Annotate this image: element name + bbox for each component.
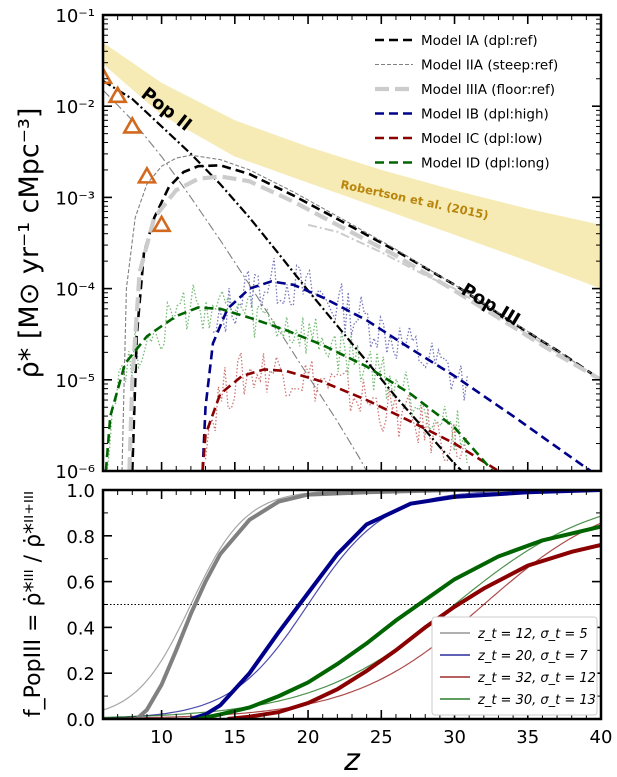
popIII-curve-IB xyxy=(201,280,592,471)
sim-curve-IC xyxy=(204,352,468,462)
legend-label: Model IIIA (floor:ref) xyxy=(421,82,555,98)
y-tick-label: 0.0 xyxy=(66,710,95,731)
thick-fraction-curve xyxy=(190,490,601,719)
popIII-curve-IIIA xyxy=(127,174,601,471)
annotation-pop-iii: Pop III xyxy=(457,279,523,330)
y-tick-label: 10⁻¹ xyxy=(55,6,95,27)
observation-marker xyxy=(107,85,128,104)
popII-line-IA xyxy=(103,79,463,471)
sim-curve-IB xyxy=(212,257,469,401)
y-axis-label: ρ̇* [M⊙ yr⁻¹ cMpc⁻³] xyxy=(14,108,45,379)
x-tick-label: 35 xyxy=(516,727,539,748)
legend-label: Model ID (dpl:long) xyxy=(421,156,550,172)
legend-label: Model IIA (steep:ref) xyxy=(421,58,558,74)
sim-curve-ID xyxy=(106,284,468,471)
x-tick-label: 15 xyxy=(223,727,246,748)
top-plot-area xyxy=(103,42,601,471)
thin-fraction-curve xyxy=(103,522,601,719)
y-tick-label: 10⁻⁴ xyxy=(55,280,95,301)
y-tick-label: 10⁻⁶ xyxy=(55,462,95,483)
legend-label: z_t = 20, σ_t = 7 xyxy=(477,649,588,664)
observation-marker xyxy=(151,214,172,233)
legend-box xyxy=(431,616,598,716)
y-tick-label: 0.6 xyxy=(66,573,95,594)
observation-marker xyxy=(136,165,158,184)
popII-line-IIA xyxy=(103,89,368,471)
x-tick-label: 10 xyxy=(150,727,173,748)
popIII-curve-IIA xyxy=(121,154,601,471)
thick-fraction-curve xyxy=(197,524,601,719)
thick-fraction-curve xyxy=(227,543,601,719)
observation-marker xyxy=(122,115,143,134)
legend-label: Model IC (dpl:low) xyxy=(421,131,543,147)
robertson-band xyxy=(103,42,601,289)
y-tick-label: 10⁻² xyxy=(55,97,95,118)
x-tick-label: 30 xyxy=(443,727,466,748)
x-tick-label: 25 xyxy=(370,727,393,748)
legend-label: Model IB (dpl:high) xyxy=(421,107,549,123)
y-tick-label: 10⁻³ xyxy=(55,188,95,209)
y-tick-label: 0.2 xyxy=(66,664,95,685)
legend-label: z_t = 30, σ_t = 13 xyxy=(477,693,596,708)
popIII-curve-IC xyxy=(201,368,500,471)
popIII-curve-ID xyxy=(104,306,494,471)
x-tick-label: 40 xyxy=(590,727,613,748)
y-tick-label: 10⁻⁵ xyxy=(55,371,95,392)
thin-fraction-curve xyxy=(103,515,601,718)
y-tick-label: 0.4 xyxy=(66,618,95,639)
observation-marker xyxy=(103,66,114,85)
legend-label: z_t = 12, σ_t = 5 xyxy=(477,627,588,642)
y-tick-label: 1.0 xyxy=(66,481,95,502)
legend-label: Model IA (dpl:ref) xyxy=(421,33,538,49)
x-axis-label: z xyxy=(343,743,361,777)
x-tick-label: 20 xyxy=(297,727,320,748)
bottom-panel: 0.0 0.2 0.4 0.6 0.8 1.0 10 15 20 25 30 35 40 z f_PopII… xyxy=(21,481,612,777)
y-tick-label: 0.8 xyxy=(66,527,95,548)
legend-label: z_t = 32, σ_t = 12 xyxy=(477,671,596,686)
y-axis-label: f_PopIII = ρ̇*ᴵᴵᴵ / ρ̇*ᴵᴵ⁺ᴵᴵᴵ xyxy=(21,491,46,717)
